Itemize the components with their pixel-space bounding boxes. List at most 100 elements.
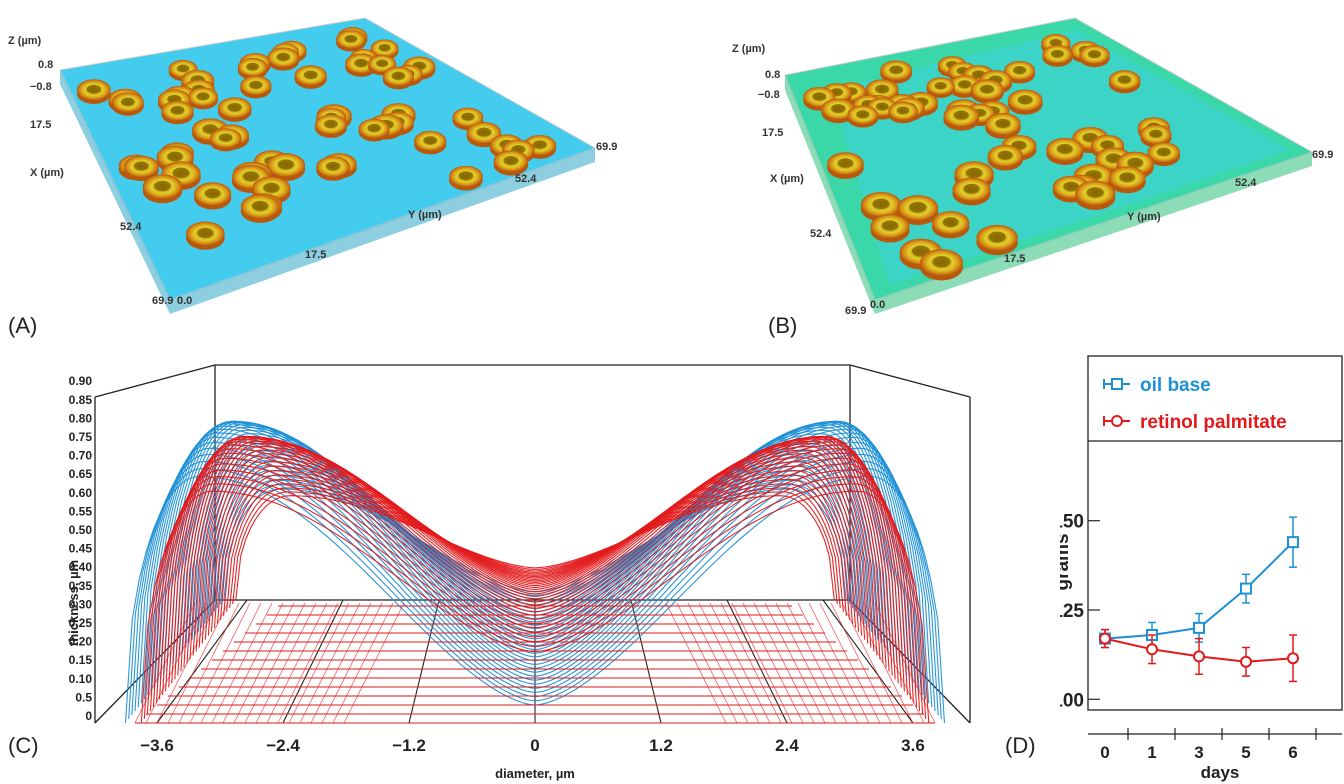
cell-donut: [267, 47, 300, 71]
blue-profile-curve: [223, 488, 847, 601]
cell-donut: [985, 112, 1021, 139]
y-axis-title-d: grams: [1060, 533, 1073, 590]
y-tick-label: 0.20: [69, 635, 93, 649]
cell-donut: [186, 221, 225, 250]
blue-profile-curve: [178, 426, 892, 656]
floor-grid-line: [676, 602, 738, 724]
x-524-label-b: 52.4: [810, 228, 832, 240]
floor-grid-line: [156, 602, 218, 724]
cell-donut: [161, 100, 194, 125]
cell-donut: [336, 30, 366, 52]
floor-grid-line: [830, 602, 892, 724]
floor-grid-line: [742, 602, 804, 724]
floor-grid-line: [255, 602, 317, 724]
cell-donut: [414, 130, 447, 155]
blue-profile-curve: [162, 420, 908, 676]
red-profile-curve: [162, 448, 908, 696]
y-tick-label: 0.85: [69, 393, 93, 407]
plot-frame-d: [1087, 355, 1343, 711]
surface-edge-a: [60, 70, 595, 314]
floor-grid-line: [200, 602, 262, 724]
x-tick-label-d: 0: [1100, 743, 1109, 762]
cell-donut: [926, 77, 955, 98]
x-699-label-b: 69.9: [845, 305, 866, 317]
data-point-oil-base: [1240, 582, 1252, 595]
floor-grid-line: [310, 602, 372, 724]
x-axis-label-b: X (µm): [770, 173, 804, 185]
cell-donut: [870, 214, 910, 243]
cell-donut: [899, 238, 943, 270]
x-175-label-b: 17.5: [762, 127, 783, 139]
red-profile-curve: [226, 483, 844, 612]
donut-group-b: [803, 34, 1181, 281]
blue-profile-curve: [156, 423, 914, 684]
floor-grid-line: [266, 602, 328, 724]
cell-donut: [194, 182, 232, 210]
floor-grid-line: [698, 602, 760, 724]
cell-donut: [314, 114, 347, 138]
floor-grid-line: [321, 602, 383, 724]
series-d: [1099, 516, 1299, 683]
perspective-ray: [630, 599, 662, 724]
y-tick-label-d: 150: [1060, 512, 1084, 533]
y-axis-label-b: Y (µm): [1127, 211, 1161, 223]
floor-grid-line: [665, 602, 727, 724]
surface-edge-b: [785, 75, 1312, 314]
z-bottom-label-a: −0.8: [30, 81, 52, 93]
y-axis-label-a: Y (µm): [408, 209, 442, 221]
cell-donut: [209, 128, 242, 152]
panel-letter-d: (D): [1005, 733, 1036, 758]
x-axis-title-c: diameter, µm: [495, 766, 575, 781]
floor-grid-line: [687, 602, 749, 724]
cell-donut: [880, 60, 913, 84]
cell-donut: [111, 92, 144, 116]
red-profile-curve: [201, 449, 869, 644]
perspective-ray: [726, 599, 788, 724]
cell-donut: [827, 152, 864, 180]
cell-donut: [888, 101, 918, 124]
floor-grid-line: [277, 602, 339, 724]
floor-grid: [134, 602, 936, 724]
floor-grid-line: [222, 602, 284, 724]
y-tick-label: 0.45: [69, 542, 93, 556]
floor-grid-line: [797, 602, 859, 724]
panel-letter-b: (B): [768, 313, 798, 338]
cell-donut: [1075, 180, 1116, 210]
blue-profile-curve: [182, 429, 888, 652]
y-524-label-a: 52.4: [515, 173, 537, 185]
floor-grid-line: [178, 602, 240, 724]
red-profile-curve: [210, 461, 860, 632]
cell-donut: [448, 165, 483, 191]
cell-donut: [240, 75, 272, 99]
red-profile-curve: [223, 478, 847, 616]
z-bottom-label-b: −0.8: [758, 89, 780, 101]
floor-grid-line: [874, 602, 936, 724]
y-tick-label: 0.50: [69, 523, 93, 537]
blue-profile-curve: [147, 432, 923, 696]
legend-label-retinol-palmitate: retinol palmitate: [1140, 412, 1287, 433]
cell-donut: [1108, 70, 1141, 94]
red-profile-curve: [192, 440, 878, 656]
red-profile-curve: [195, 442, 875, 652]
data-point-retinol-palmitate: [1146, 643, 1158, 656]
cell-donut: [920, 249, 964, 281]
red-profile-curve: [149, 469, 921, 712]
cell-donut: [187, 87, 219, 110]
thickness-profile-chart: 0.900.850.800.750.700.650.600.550.500.45…: [66, 364, 971, 781]
cell-donut: [316, 156, 351, 181]
panel-letter-a: (A): [8, 313, 38, 338]
cell-donut: [897, 195, 939, 225]
y-axis-title-c: thickness, µm: [66, 560, 81, 646]
y-tick-label: 0.5: [75, 690, 92, 704]
blue-profile-curve: [137, 447, 933, 708]
x-tick-label-d: 1: [1147, 743, 1156, 762]
weight-chart: oil base retinol palmitate 0 1 3 5 6 150 125 10…: [1060, 355, 1343, 782]
y-tick-label: 0.35: [69, 579, 93, 593]
y-tick-label: 0.10: [69, 672, 93, 686]
origin-label-b: 0.0: [870, 299, 885, 311]
y-tick-label: 0.15: [69, 653, 93, 667]
floor-grid-line: [233, 602, 295, 724]
cell-donut: [123, 155, 159, 182]
y-tick-label: 0.80: [69, 411, 93, 425]
floor-grid-line: [709, 602, 771, 724]
